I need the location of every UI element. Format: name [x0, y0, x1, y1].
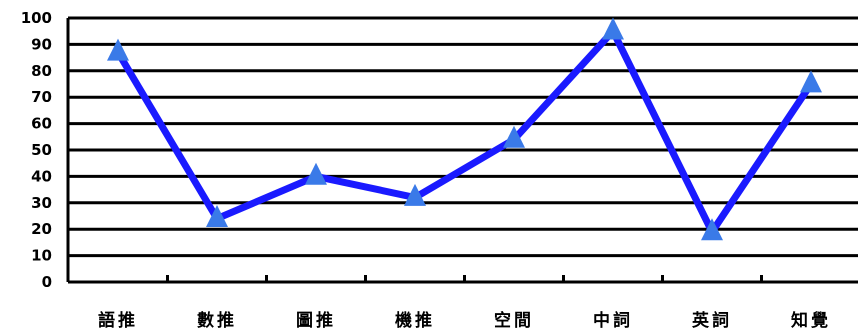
- y-tick-label-20: 20: [31, 220, 52, 238]
- gridlines: [66, 16, 858, 284]
- y-tick-label-10: 10: [31, 247, 52, 265]
- x-tick-marks: [166, 275, 763, 282]
- series-line-0: [114, 25, 814, 239]
- y-tick-label-90: 90: [31, 35, 52, 53]
- data-point-7: [800, 70, 822, 93]
- y-tick-label-50: 50: [31, 141, 52, 159]
- data-point-1: [206, 205, 228, 227]
- x-category-label-4: 空間: [494, 310, 534, 331]
- x-category-label-1: 數推: [197, 310, 237, 331]
- data-point-4: [503, 125, 525, 148]
- y-tick-label-60: 60: [31, 115, 52, 133]
- x-category-label-3: 機推: [395, 310, 435, 331]
- series-group: [107, 17, 822, 241]
- x-category-label-7: 知覺: [790, 310, 831, 331]
- x-category-label-0: 語推: [98, 310, 138, 331]
- data-point-0: [107, 38, 129, 61]
- x-category-label-2: 圖推: [296, 310, 336, 331]
- y-tick-labels: 0 10 20 30 40 50 60 70 80 90 100: [21, 9, 52, 291]
- y-tick-label-0: 0: [42, 273, 52, 291]
- x-category-label-5: 中詞: [593, 310, 633, 331]
- data-point-2: [305, 162, 327, 185]
- data-point-5: [602, 17, 624, 40]
- y-tick-label-80: 80: [31, 62, 52, 80]
- y-tick-label-70: 70: [31, 88, 52, 106]
- data-point-6: [701, 218, 723, 241]
- y-tick-label-30: 30: [31, 194, 52, 212]
- x-category-labels: 語推 數推 圖推 機推 空間 中詞 英詞 知覺: [98, 310, 831, 331]
- y-tick-label-100: 100: [21, 9, 52, 27]
- y-tick-label-40: 40: [31, 167, 52, 185]
- x-category-label-6: 英詞: [692, 310, 732, 331]
- data-point-3: [404, 183, 426, 206]
